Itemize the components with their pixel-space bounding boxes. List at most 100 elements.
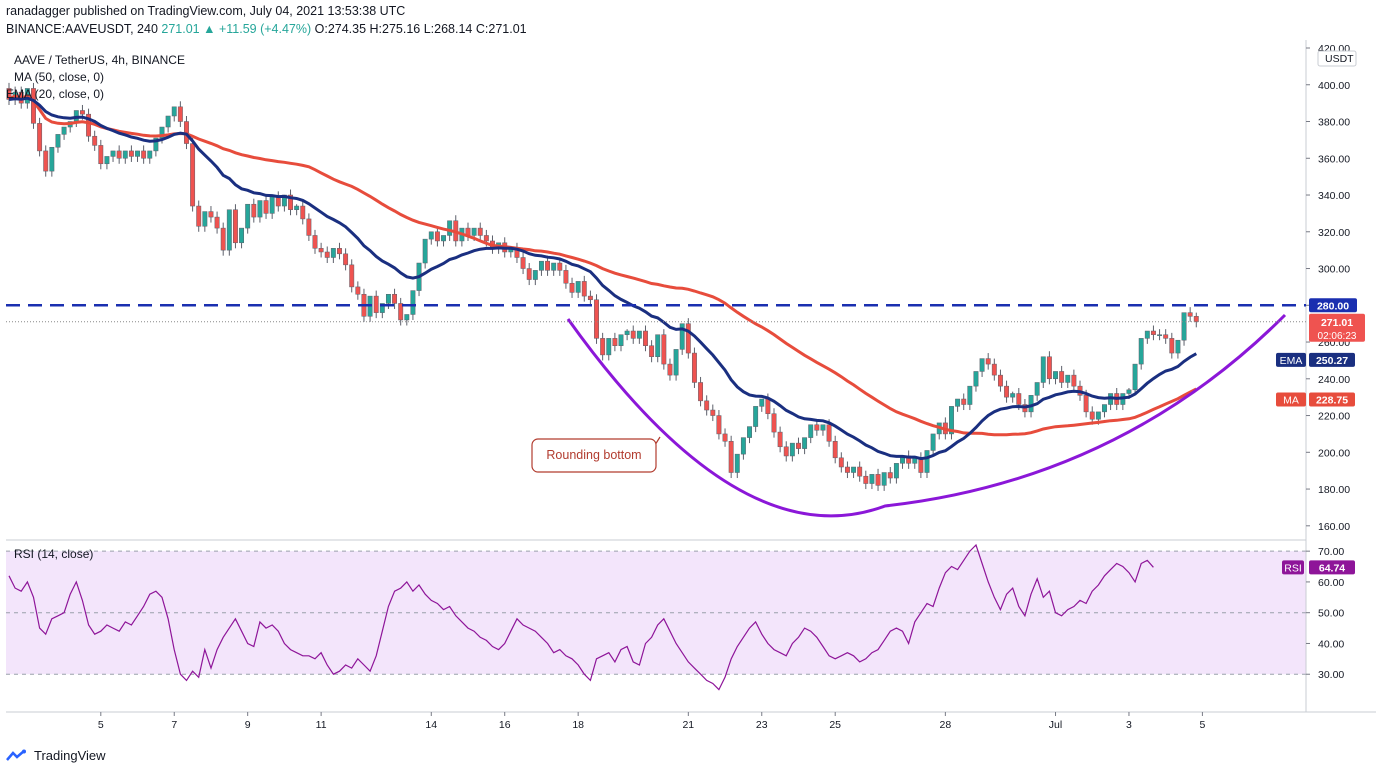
rsi-legend: RSI (14, close) — [14, 547, 93, 561]
y-tick-label: 320.00 — [1318, 227, 1350, 239]
svg-text:280.00: 280.00 — [1317, 300, 1349, 312]
candle — [649, 340, 655, 363]
candle — [753, 406, 759, 433]
candle — [838, 452, 844, 473]
candle — [171, 106, 177, 122]
tradingview-logo-icon — [6, 749, 26, 761]
candle — [245, 203, 251, 234]
candle — [949, 406, 954, 440]
annotation-text: Rounding bottom — [546, 448, 641, 462]
candle — [973, 371, 979, 392]
y-tick-label: 160.00 — [1318, 521, 1350, 533]
candle — [551, 262, 557, 276]
candle — [459, 227, 465, 247]
rsi-tick-label: 40.00 — [1318, 638, 1344, 650]
candle — [600, 332, 606, 361]
candle — [1181, 312, 1187, 346]
svg-text:250.27: 250.27 — [1316, 355, 1348, 367]
candle — [906, 450, 912, 469]
y-tick-label: 360.00 — [1318, 153, 1350, 165]
rsi-line — [8, 543, 1154, 691]
ma-line — [8, 94, 1197, 437]
candle — [679, 323, 685, 355]
candle — [355, 281, 361, 300]
x-tick-label: 3 — [1126, 719, 1132, 731]
rsi-badge: RSI 64.74 — [1282, 560, 1355, 575]
candle — [587, 290, 593, 306]
candle — [814, 419, 820, 436]
candle — [728, 435, 734, 479]
svg-text:228.75: 228.75 — [1316, 394, 1348, 406]
candle — [1163, 329, 1169, 344]
candle — [930, 433, 936, 456]
candle — [673, 349, 679, 381]
candle — [832, 435, 838, 464]
candle — [636, 330, 642, 344]
candle — [1193, 312, 1199, 328]
candle — [612, 332, 618, 352]
candle — [49, 146, 55, 177]
candle — [532, 270, 538, 286]
candle — [220, 222, 226, 256]
candle — [398, 297, 404, 326]
candle — [288, 189, 293, 216]
symbol-line: BINANCE:AAVEUSDT, 240 271.01 ▲ +11.59 (+… — [6, 22, 527, 36]
candle — [257, 200, 263, 223]
candle — [385, 294, 391, 309]
price-change: 271.01 ▲ +11.59 (+4.47%) — [161, 22, 312, 36]
x-tick-label: Jul — [1049, 719, 1062, 731]
y-tick-label: 340.00 — [1318, 190, 1350, 202]
candle — [1065, 374, 1071, 388]
candle — [1157, 329, 1163, 341]
rounding-bottom-curve — [566, 313, 1287, 518]
candle — [43, 145, 49, 177]
candle — [379, 303, 385, 319]
symbol: BINANCE:AAVEUSDT, 240 — [6, 22, 158, 36]
candle — [789, 442, 795, 462]
last-price-value: 271.01 — [1321, 317, 1353, 329]
y-tick-label: 240.00 — [1318, 374, 1350, 386]
bar-countdown: 02:06:23 — [1318, 331, 1357, 342]
chart-title: AAVE / TetherUS, 4h, BINANCE — [14, 53, 185, 67]
unit-label: USDT — [1325, 53, 1354, 65]
price-chart[interactable]: 160.00180.00200.00220.00240.00260.00280.… — [0, 0, 1376, 745]
x-tick-label: 7 — [171, 719, 177, 731]
y-tick-label: 400.00 — [1318, 80, 1350, 92]
candle — [177, 101, 183, 128]
candle — [1175, 339, 1181, 359]
candle — [1010, 391, 1016, 403]
candle — [887, 467, 893, 484]
rsi-tick-label: 60.00 — [1318, 577, 1344, 589]
candle — [961, 393, 967, 411]
candle — [869, 474, 875, 490]
candle — [594, 294, 599, 344]
y-tick-label: 220.00 — [1318, 411, 1350, 423]
candle — [275, 191, 281, 212]
candle — [979, 358, 985, 377]
candle — [569, 277, 575, 298]
x-tick-label: 21 — [682, 719, 694, 731]
candle — [98, 139, 104, 170]
candle — [1102, 404, 1107, 418]
candle — [857, 461, 863, 482]
candle — [165, 115, 171, 133]
candle — [337, 242, 342, 260]
candle — [1144, 330, 1150, 344]
ema-badge: EMA 250.27 — [1276, 352, 1355, 367]
candle — [624, 329, 630, 341]
candle — [428, 231, 434, 245]
rsi-tick-label: 50.00 — [1318, 608, 1344, 620]
candle — [416, 262, 422, 297]
candle — [196, 200, 202, 232]
candle — [147, 150, 153, 164]
candle — [1150, 325, 1156, 341]
candle — [924, 450, 930, 479]
candle — [92, 130, 98, 151]
candle — [153, 137, 159, 157]
candle — [802, 437, 808, 455]
candle — [1138, 338, 1144, 370]
candle — [618, 334, 624, 352]
ema-legend: EMA (20, close, 0) — [6, 87, 104, 101]
unit-box: USDT — [1317, 50, 1357, 67]
candle — [232, 204, 238, 249]
